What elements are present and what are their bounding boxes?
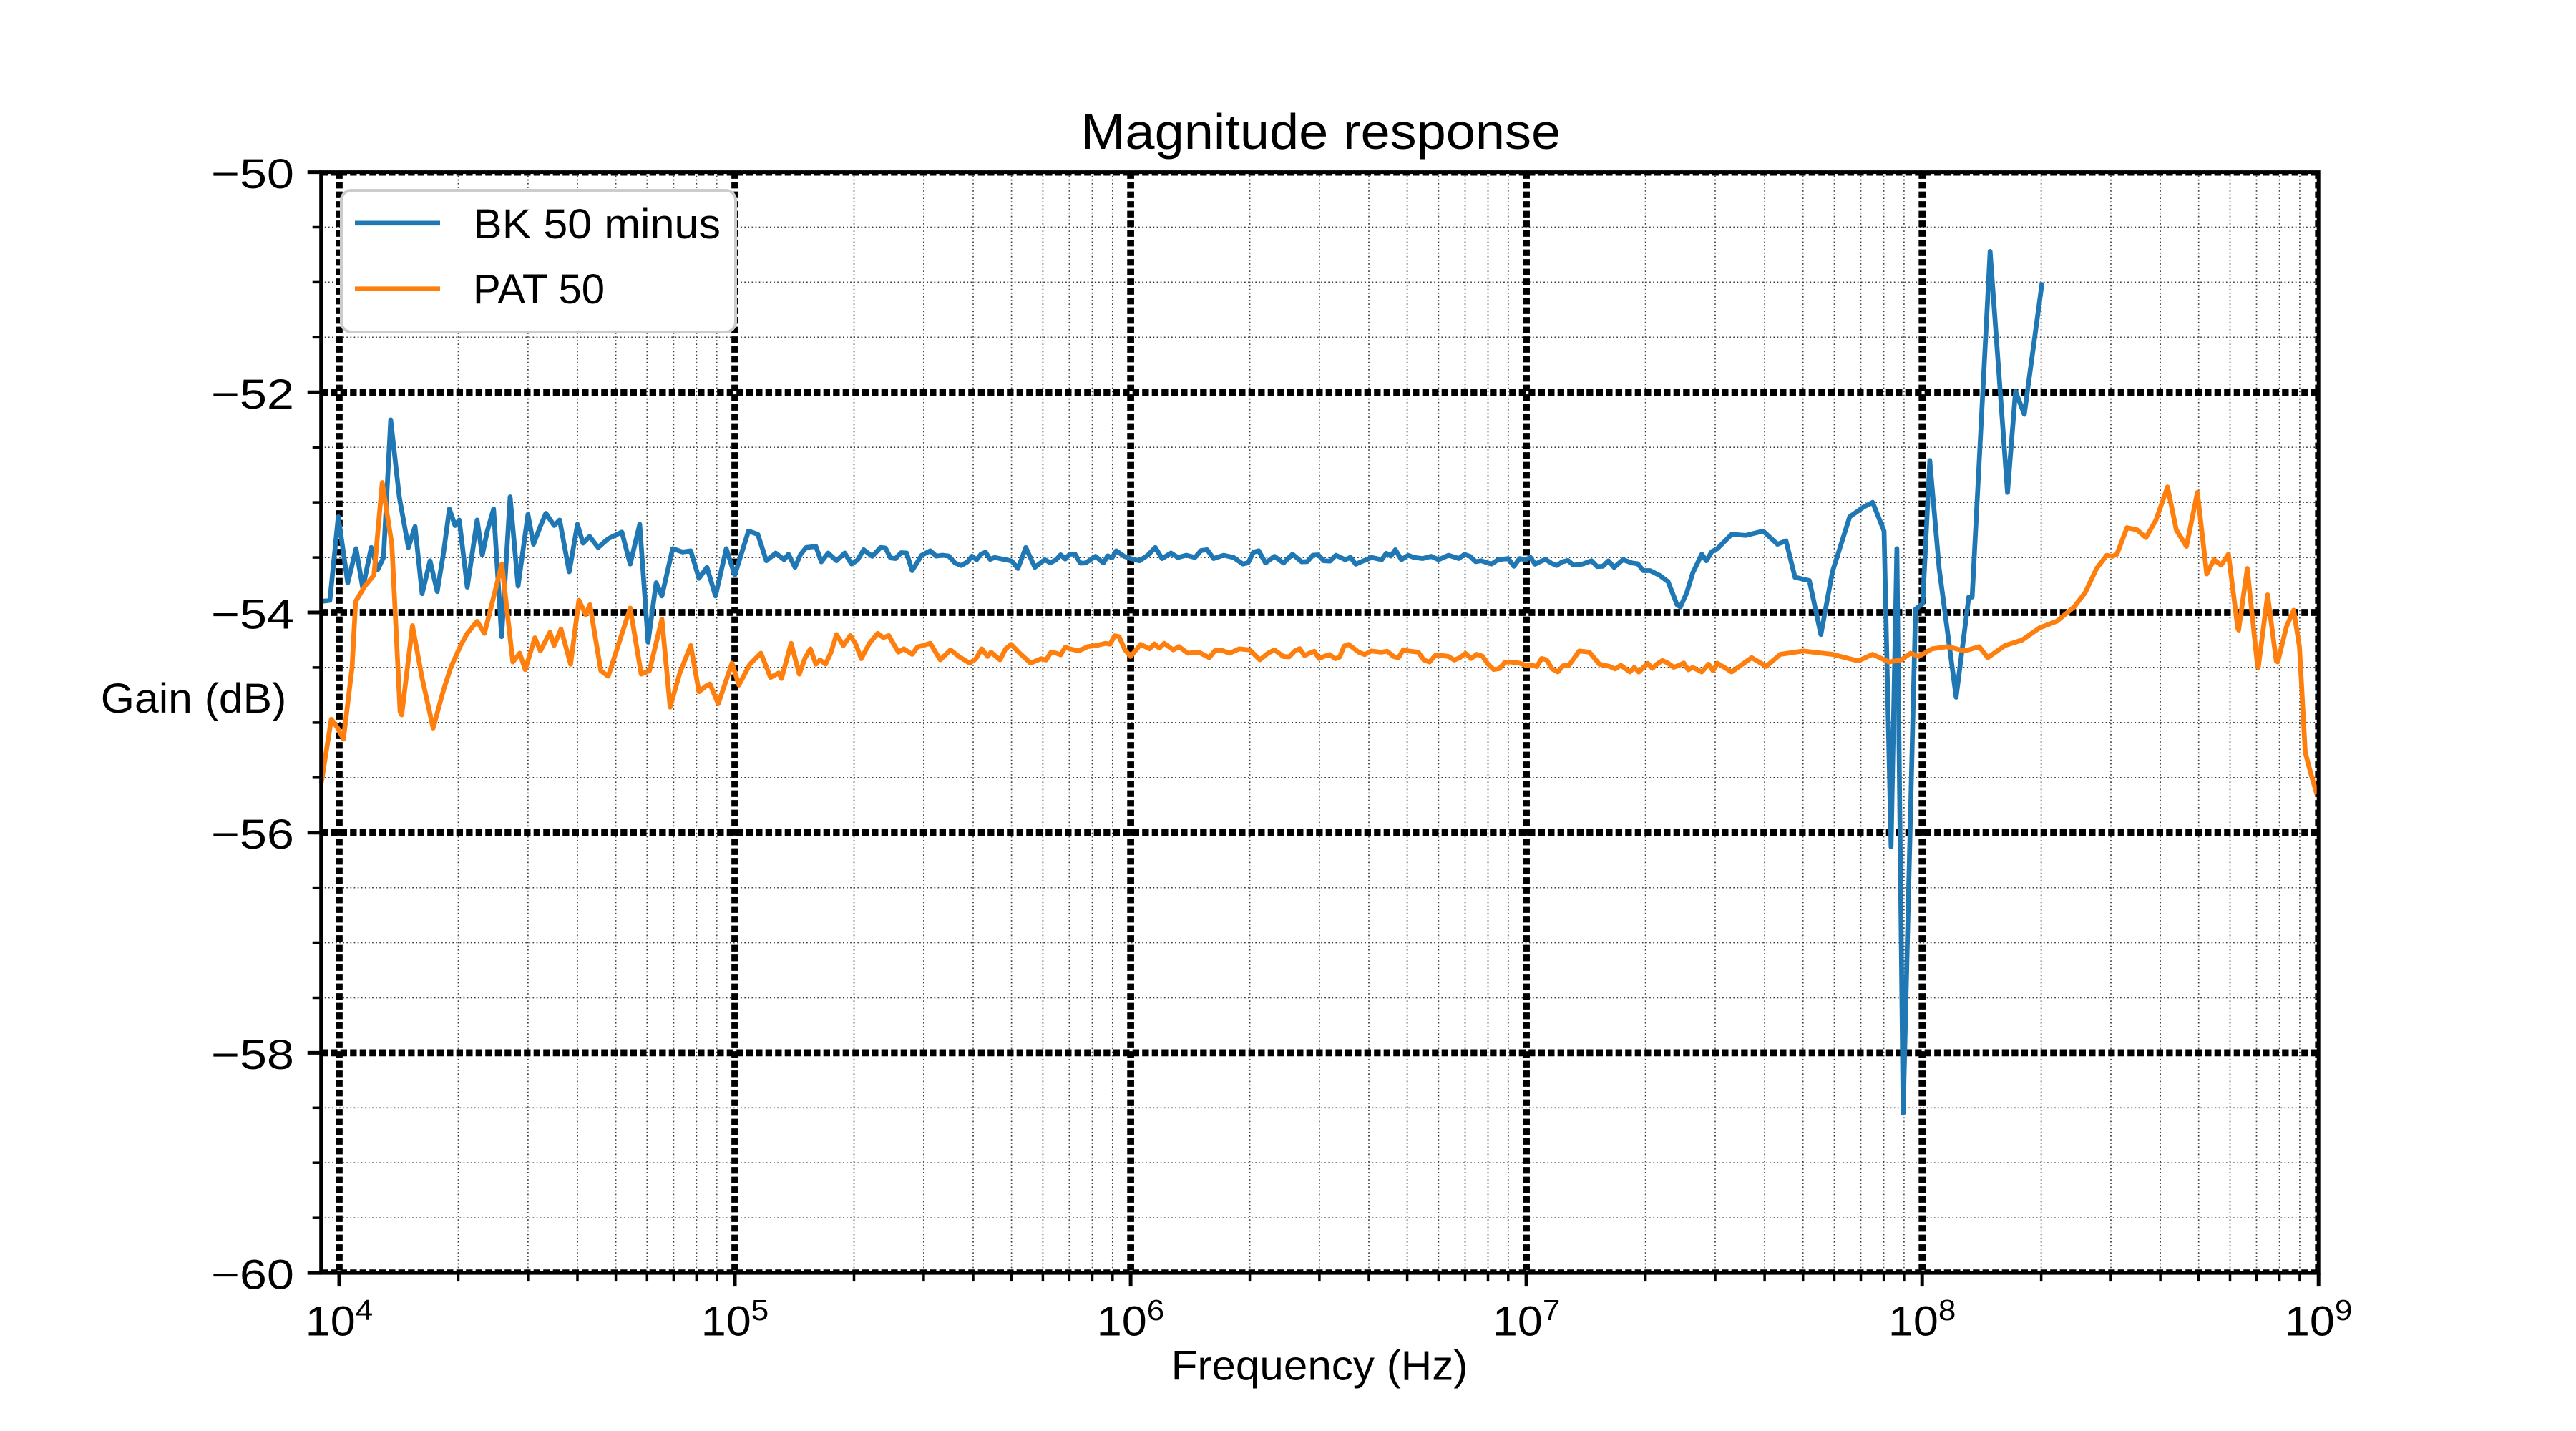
svg-text:10: 10 <box>1888 1299 1938 1345</box>
svg-text:10: 10 <box>1097 1299 1147 1345</box>
svg-text:10: 10 <box>701 1299 751 1345</box>
svg-text:−52: −52 <box>211 371 294 418</box>
svg-text:6: 6 <box>1147 1294 1165 1327</box>
svg-text:PAT 50: PAT 50 <box>473 266 605 313</box>
svg-text:−60: −60 <box>211 1252 294 1299</box>
svg-text:10: 10 <box>1493 1299 1543 1345</box>
svg-text:7: 7 <box>1543 1294 1561 1327</box>
svg-text:−58: −58 <box>211 1032 294 1078</box>
svg-text:9: 9 <box>2335 1294 2353 1327</box>
svg-text:8: 8 <box>1938 1294 1956 1327</box>
svg-text:BK 50 minus: BK 50 minus <box>473 201 721 248</box>
svg-text:Magnitude response: Magnitude response <box>1081 104 1561 160</box>
svg-text:5: 5 <box>751 1294 769 1327</box>
svg-text:10: 10 <box>2285 1299 2335 1345</box>
svg-text:4: 4 <box>356 1294 374 1327</box>
svg-text:−50: −50 <box>211 151 294 197</box>
svg-text:Gain (dB): Gain (dB) <box>101 675 287 722</box>
svg-text:−54: −54 <box>211 592 294 638</box>
svg-text:−56: −56 <box>211 811 294 858</box>
svg-text:Frequency (Hz): Frequency (Hz) <box>1171 1343 1468 1390</box>
svg-text:10: 10 <box>306 1299 356 1345</box>
